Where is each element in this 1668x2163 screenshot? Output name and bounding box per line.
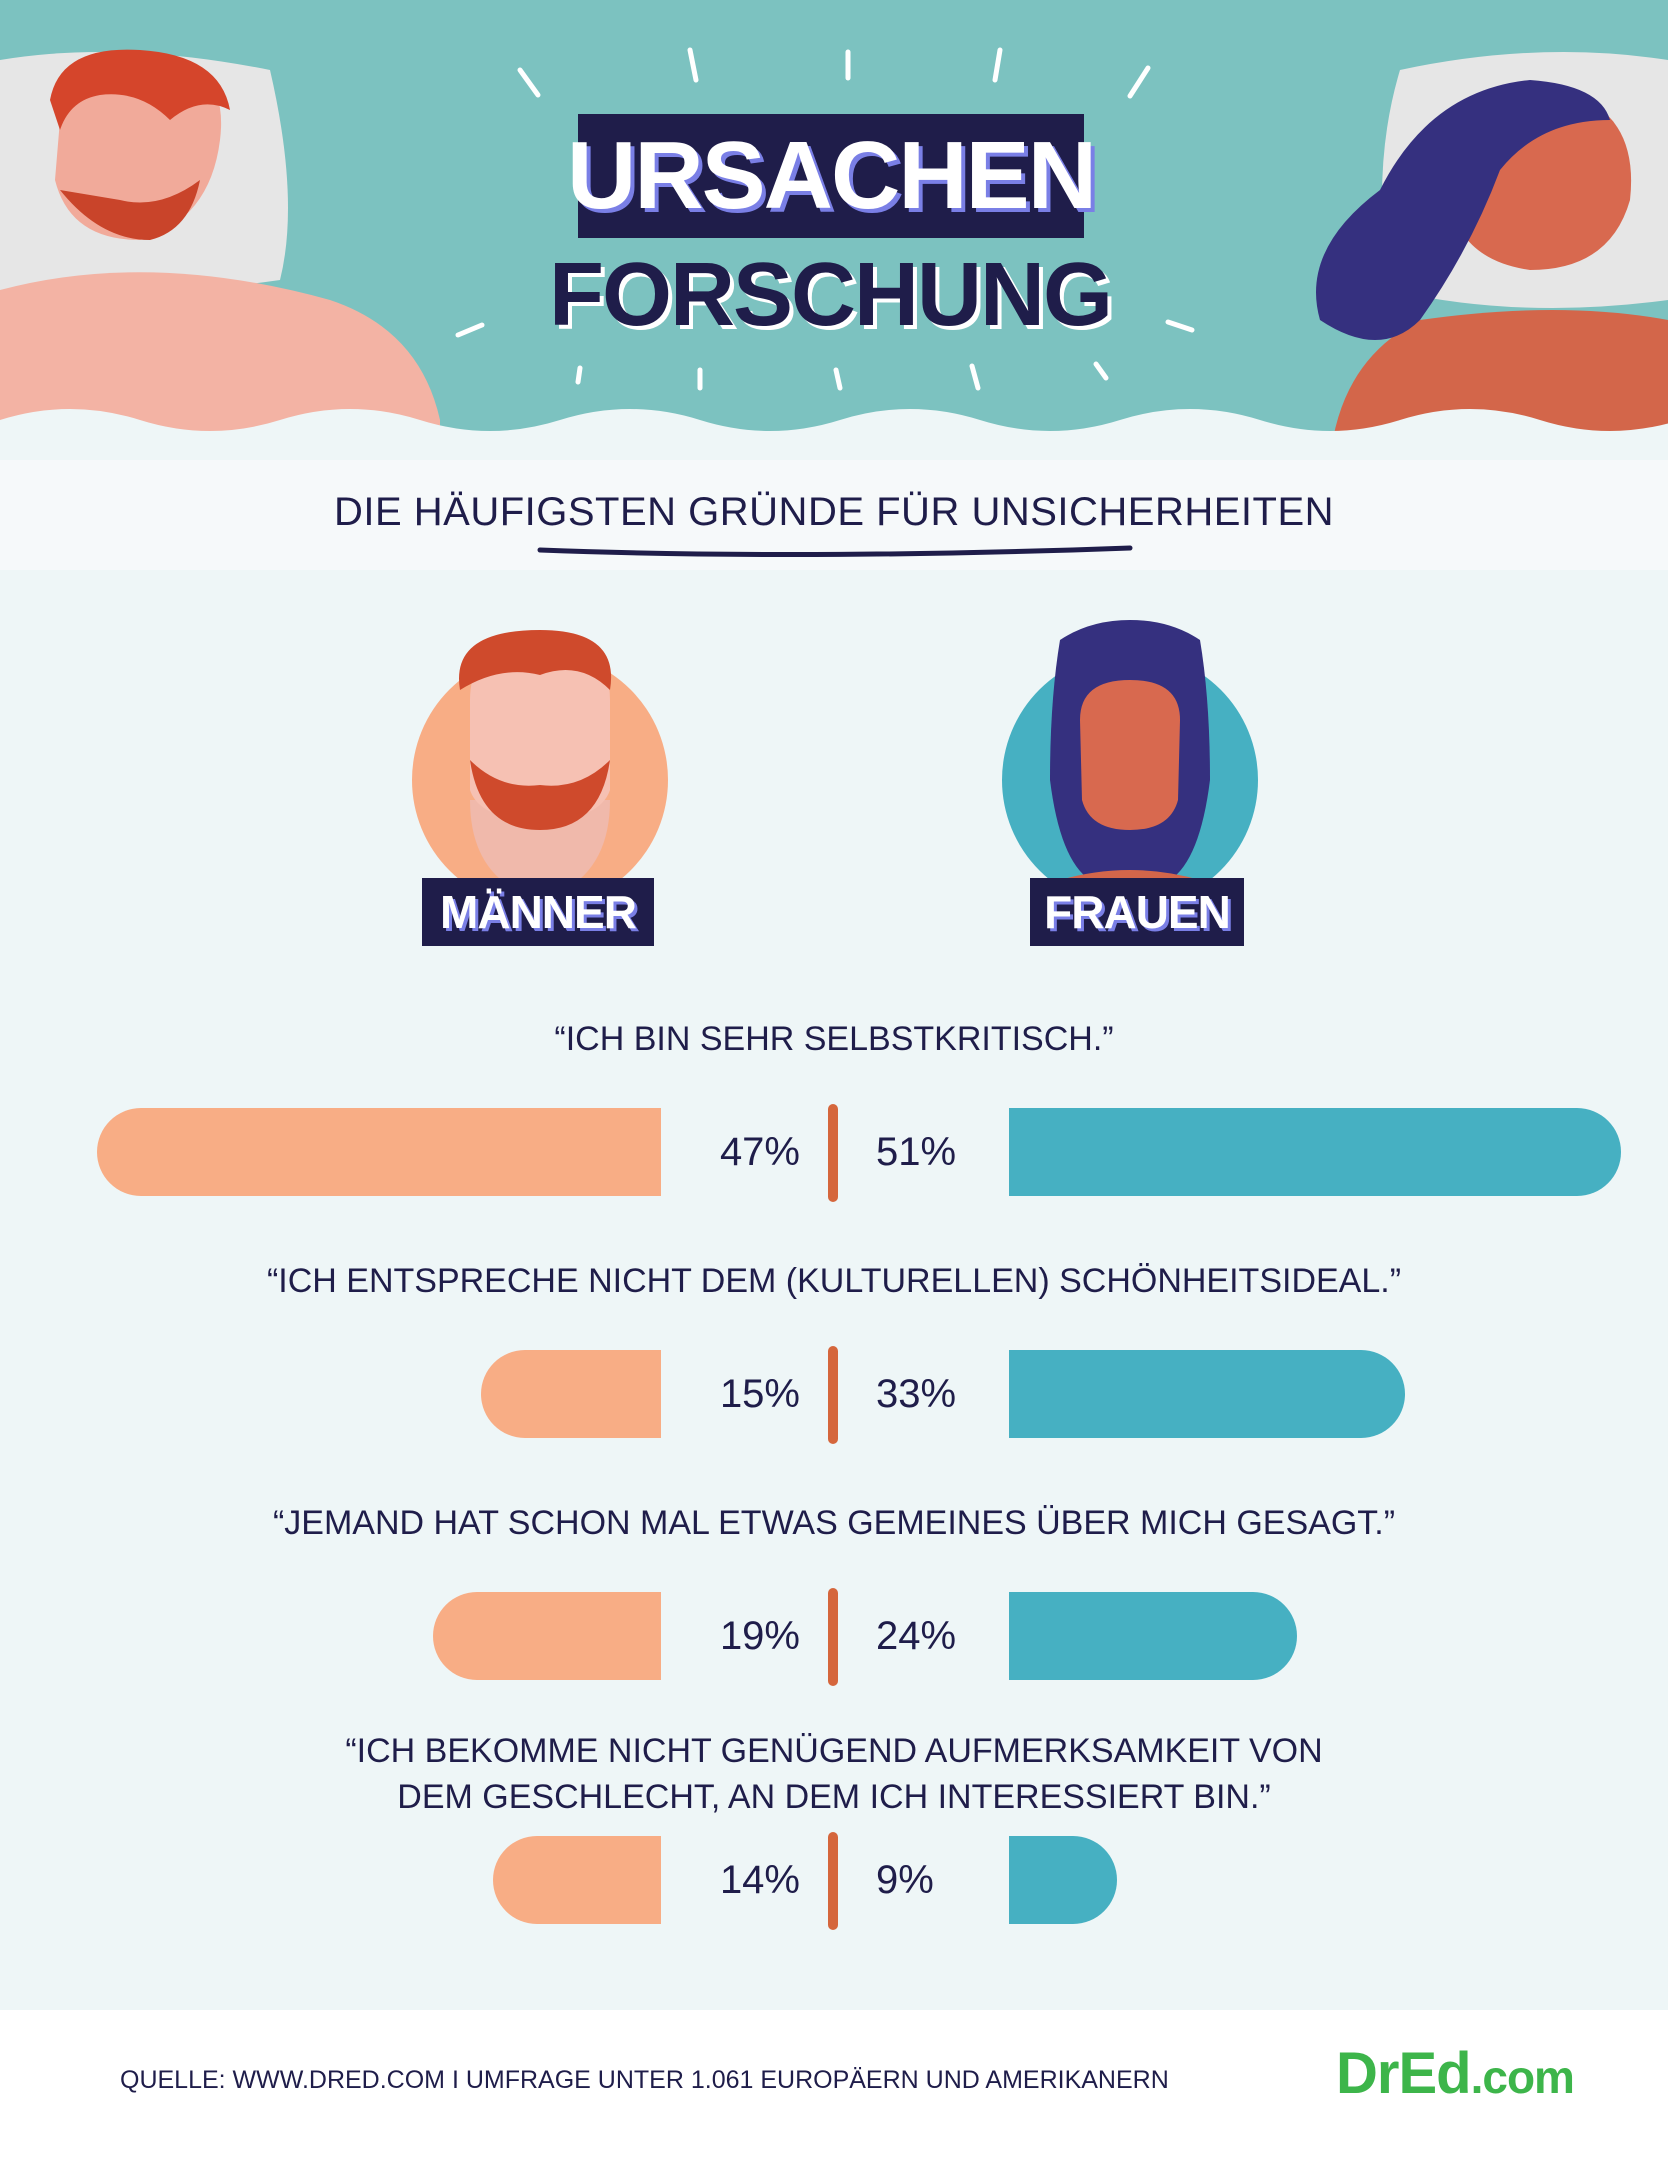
divider-3	[828, 1588, 838, 1686]
title-box	[578, 114, 1084, 238]
women-percent-label: 9%	[876, 1858, 934, 1902]
divider-1	[828, 1104, 838, 1202]
logo-main: DrEd	[1336, 2041, 1472, 2106]
men-percent-label: 15%	[719, 1372, 800, 1416]
title-line-2: FORSCHUNG	[549, 244, 1113, 345]
men-percent-label: 19%	[719, 1614, 800, 1658]
bar-women-2	[1009, 1350, 1405, 1438]
question-label: “ICH BEKOMME NICHT GENÜGEND AUFMERKSAMKE…	[150, 1728, 1518, 1820]
men-percent-label: 14%	[719, 1858, 800, 1902]
question-line: “ICH BIN SEHR SELBSTKRITISCH.”	[554, 1020, 1114, 1058]
bar-men-2	[481, 1350, 661, 1438]
women-percent-label: 24%	[876, 1614, 957, 1658]
bar-women-4	[1009, 1836, 1117, 1924]
women-label: FRAUEN	[1030, 878, 1244, 946]
question-label: “ICH BIN SEHR SELBSTKRITISCH.”	[150, 1016, 1518, 1062]
source-note: QUELLE: WWW.DRED.COM I UMFRAGE UNTER 1.0…	[120, 2066, 1169, 2094]
women-percent-label: 33%	[876, 1372, 957, 1416]
hero-illustration	[0, 0, 1668, 460]
bar-women-1	[1009, 1108, 1621, 1196]
men-label: MÄNNER	[422, 878, 654, 946]
question-line: “ICH ENTSPRECHE NICHT DEM (KULTURELLEN) …	[266, 1262, 1402, 1300]
men-percent-label: 47%	[719, 1130, 800, 1174]
logo-suffix: .com	[1470, 2051, 1575, 2103]
content-background	[0, 410, 1668, 2010]
question-line: “JEMAND HAT SCHON MAL ETWAS GEMEINES ÜBE…	[272, 1504, 1396, 1542]
question-line: “ICH BEKOMME NICHT GENÜGEND AUFMERKSAMKE…	[345, 1732, 1323, 1770]
question-label: “ICH ENTSPRECHE NICHT DEM (KULTURELLEN) …	[150, 1258, 1518, 1304]
bar-women-3	[1009, 1592, 1297, 1680]
bar-men-1	[97, 1108, 661, 1196]
chart-subtitle: DIE HÄUFIGSTEN GRÜNDE FÜR UNSICHERHEITEN	[333, 490, 1335, 534]
question-label: “JEMAND HAT SCHON MAL ETWAS GEMEINES ÜBE…	[150, 1500, 1518, 1546]
divider-4	[828, 1832, 838, 1930]
diverging-bar-chart	[97, 1104, 1621, 1930]
subtitle-underline	[537, 545, 1133, 558]
dred-logo: DrEd.com	[1336, 2040, 1575, 2107]
divider-2	[828, 1346, 838, 1444]
question-line: DEM GESCHLECHT, AN DEM ICH INTERESSIERT …	[397, 1778, 1271, 1816]
title-line-1: URSACHEN	[566, 122, 1097, 229]
bar-men-3	[433, 1592, 661, 1680]
women-avatar	[1002, 620, 1258, 908]
bar-men-4	[493, 1836, 661, 1924]
women-percent-label: 51%	[876, 1130, 957, 1174]
avatar-illustrations	[412, 620, 1258, 908]
men-avatar	[412, 630, 668, 908]
